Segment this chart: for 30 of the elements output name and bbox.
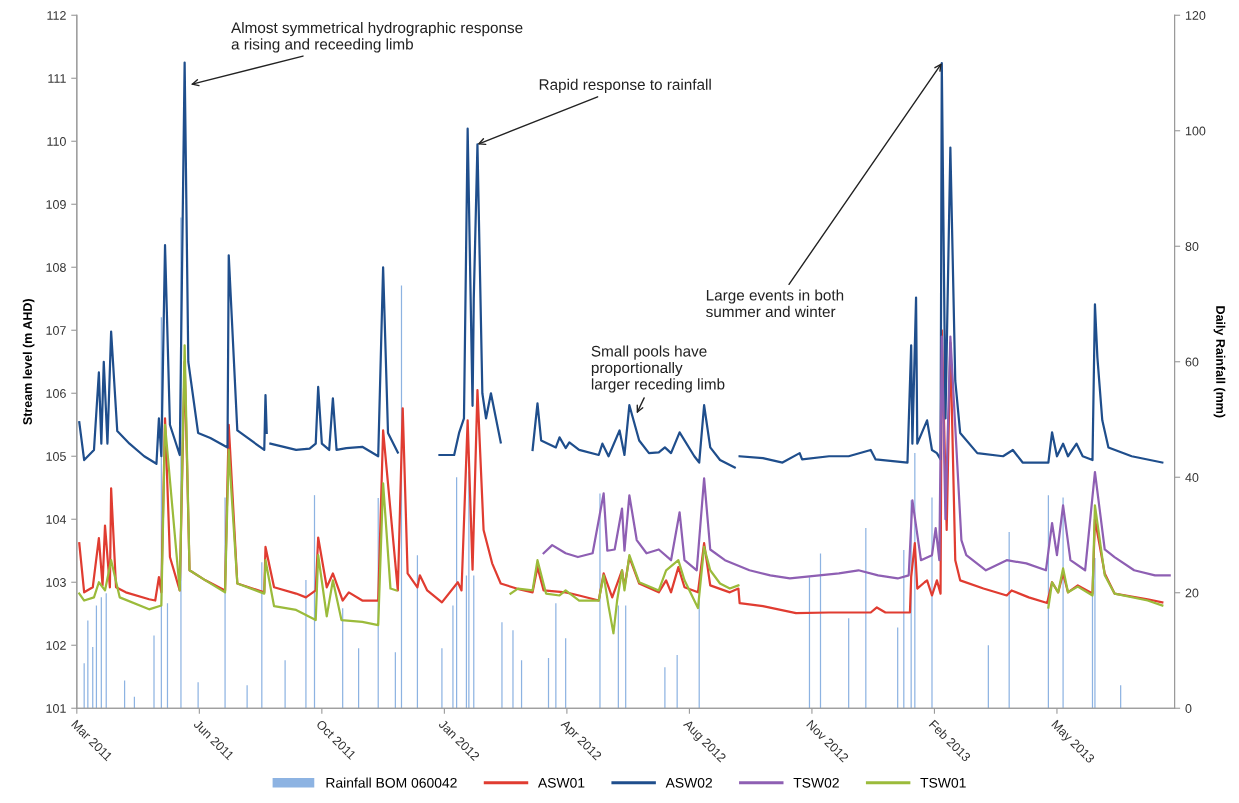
y-tick-label: 101 bbox=[46, 704, 66, 713]
legend-label: Rainfall BOM 060042 bbox=[326, 777, 457, 788]
y-tick-label: 109 bbox=[46, 200, 66, 209]
y2-tick-label: 60 bbox=[1185, 357, 1199, 367]
y2-tick-label: 80 bbox=[1185, 242, 1199, 251]
y2-tick-label: 100 bbox=[1185, 126, 1206, 136]
annotation: Rapid response to rainfall bbox=[539, 78, 711, 94]
y-tick-label: 110 bbox=[47, 137, 66, 146]
y2-axis-title: Daily Rainfall (mm) bbox=[1213, 306, 1226, 418]
legend-label: TSW01 bbox=[920, 777, 966, 788]
y2-tick-label: 20 bbox=[1185, 588, 1199, 598]
y2-tick-label: 40 bbox=[1185, 473, 1199, 482]
y-tick-label: 106 bbox=[46, 389, 66, 398]
y-tick-label: 103 bbox=[46, 578, 66, 587]
legend-label: TSW02 bbox=[793, 777, 839, 788]
annotation: Small pools have proportionally larger receding limb bbox=[591, 345, 725, 393]
annotation: Almost symmetrical hydrographic response a rising and receeding limb bbox=[231, 21, 523, 53]
y-tick-label: 102 bbox=[46, 641, 66, 650]
y-tick-label: 105 bbox=[46, 452, 66, 461]
y2-tick-label: 120 bbox=[1185, 11, 1206, 20]
y-tick-label: 107 bbox=[46, 326, 66, 335]
legend-label: ASW02 bbox=[665, 777, 712, 788]
y-tick-label: 108 bbox=[46, 263, 66, 272]
annotation: Large events in both summer and winter bbox=[706, 289, 844, 318]
y-tick-label: 112 bbox=[47, 11, 66, 20]
y-tick-label: 111 bbox=[48, 74, 66, 83]
y2-tick-label: 0 bbox=[1185, 704, 1192, 713]
y-tick-label: 104 bbox=[46, 515, 67, 524]
y-axis-title: Stream level (m AHD) bbox=[22, 299, 35, 425]
legend-label: ASW01 bbox=[537, 777, 585, 788]
